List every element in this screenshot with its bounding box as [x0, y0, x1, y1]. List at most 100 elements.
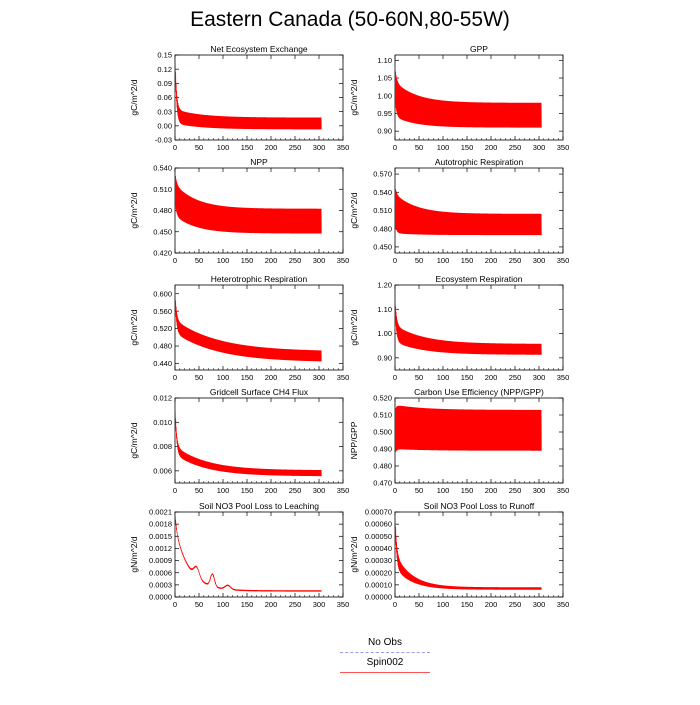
- x-tick-label: 150: [461, 256, 474, 265]
- y-axis-label: gN/m^2/d: [349, 536, 359, 572]
- x-tick-label: 250: [509, 486, 522, 495]
- y-tick-label: 0.510: [373, 411, 392, 420]
- x-tick-label: 100: [217, 486, 230, 495]
- panel-net-ecosystem-exchange: Net Ecosystem Exchange gC/m^2/d 0 50 100 150 2…: [129, 44, 349, 152]
- plot-frame: [174, 397, 344, 484]
- x-tick-label: 100: [217, 143, 230, 152]
- x-tick-label: 150: [461, 143, 474, 152]
- y-tick-label: 0.00030: [365, 556, 392, 565]
- y-axis-label: gC/m^2/d: [129, 79, 139, 115]
- x-tick-label: 0: [173, 373, 177, 382]
- x-tick-label: 50: [415, 486, 423, 495]
- x-tick-label: 100: [437, 486, 450, 495]
- y-tick-label: 0.010: [153, 418, 172, 427]
- legend-line-no-obs: [340, 652, 430, 653]
- y-tick-label: 0.0018: [149, 520, 172, 529]
- y-axis-label: NPP/GPP: [349, 421, 359, 459]
- x-tick-label: 300: [313, 373, 326, 382]
- x-tick-label: 250: [289, 143, 302, 152]
- series-line-spin002: [395, 405, 542, 455]
- x-tick-label: 100: [217, 256, 230, 265]
- x-tick-label: 150: [241, 486, 254, 495]
- x-tick-label: 300: [533, 486, 546, 495]
- y-tick-label: 0.540: [153, 164, 172, 173]
- x-tick-label: 0: [173, 600, 177, 609]
- plot-frame: [394, 284, 564, 371]
- y-tick-label: 0.480: [373, 462, 392, 471]
- y-tick-label: 0.480: [153, 206, 172, 215]
- x-tick-label: 50: [195, 600, 203, 609]
- series-line-spin002: [395, 298, 542, 355]
- x-tick-label: 300: [313, 600, 326, 609]
- x-tick-label: 250: [509, 256, 522, 265]
- y-axis-label: gC/m^2/d: [349, 192, 359, 228]
- y-tick-label: 0.90: [377, 127, 392, 136]
- panel-title: Carbon Use Efficiency (NPP/GPP): [414, 387, 544, 397]
- x-tick-label: 300: [313, 486, 326, 495]
- legend-line-spin002: [340, 672, 430, 673]
- y-tick-label: 0.480: [373, 224, 392, 233]
- y-tick-label: 0.008: [153, 442, 172, 451]
- x-tick-label: 0: [393, 256, 397, 265]
- y-tick-label: 0.560: [153, 307, 172, 316]
- y-tick-label: 0.510: [373, 206, 392, 215]
- x-tick-label: 50: [195, 486, 203, 495]
- y-axis-label: gC/m^2/d: [129, 422, 139, 458]
- plot-frame: [394, 511, 564, 598]
- y-tick-label: 0.0003: [149, 580, 172, 589]
- x-tick-label: 350: [337, 373, 350, 382]
- x-tick-label: 300: [313, 143, 326, 152]
- x-tick-label: 100: [437, 256, 450, 265]
- x-tick-label: 50: [415, 143, 423, 152]
- y-axis-label: gC/m^2/d: [129, 192, 139, 228]
- x-tick-label: 350: [337, 256, 350, 265]
- x-tick-label: 100: [437, 143, 450, 152]
- y-tick-label: 0.420: [153, 249, 172, 258]
- legend-label-no-obs: No Obs: [368, 637, 402, 648]
- legend: No Obs Spin002: [340, 637, 430, 677]
- x-tick-label: 200: [485, 373, 498, 382]
- y-tick-label: 1.00: [377, 91, 392, 100]
- x-tick-label: 300: [533, 373, 546, 382]
- y-tick-label: 0.006: [153, 466, 172, 475]
- y-tick-label: 0.09: [157, 79, 172, 88]
- panel-title: Ecosystem Respiration: [436, 274, 523, 284]
- x-tick-label: 350: [557, 373, 570, 382]
- panel-ecosystem-respiration: Ecosystem Respiration gC/m^2/d 0 50 100 150 20…: [349, 274, 569, 382]
- y-axis-label: gC/m^2/d: [349, 309, 359, 345]
- x-tick-label: 300: [533, 600, 546, 609]
- y-tick-label: 0.0015: [149, 532, 172, 541]
- x-tick-label: 300: [533, 143, 546, 152]
- y-tick-label: 0.480: [153, 342, 172, 351]
- y-tick-label: 0.012: [153, 394, 172, 403]
- y-tick-label: 0.500: [373, 428, 392, 437]
- x-tick-label: 200: [265, 143, 278, 152]
- x-tick-label: 150: [461, 486, 474, 495]
- x-tick-label: 350: [557, 256, 570, 265]
- x-tick-label: 350: [557, 600, 570, 609]
- x-tick-label: 50: [195, 143, 203, 152]
- x-tick-label: 0: [393, 486, 397, 495]
- panel-gpp: GPP gC/m^2/d 0 50 100 150 200 250 300 350 0.90 0.95…: [349, 44, 569, 152]
- x-tick-label: 50: [415, 373, 423, 382]
- x-tick-label: 0: [173, 256, 177, 265]
- y-tick-label: 0.95: [377, 109, 392, 118]
- x-tick-label: 250: [509, 373, 522, 382]
- y-tick-label: 0.450: [373, 243, 392, 252]
- panel-soil-no3-pool-loss-to-leaching: Soil NO3 Pool Loss to Leaching gN/m^2/d 0 5…: [129, 501, 349, 609]
- y-tick-label: 0.90: [377, 353, 392, 362]
- y-tick-label: 0.450: [153, 227, 172, 236]
- x-tick-label: 100: [217, 600, 230, 609]
- x-tick-label: 100: [217, 373, 230, 382]
- x-tick-label: 150: [241, 143, 254, 152]
- x-tick-label: 150: [241, 600, 254, 609]
- panel-title: Soil NO3 Pool Loss to Runoff: [424, 501, 535, 511]
- x-tick-label: 350: [337, 486, 350, 495]
- y-axis-label: gC/m^2/d: [129, 309, 139, 345]
- series-line-spin002: [175, 172, 322, 234]
- x-tick-label: 100: [437, 373, 450, 382]
- x-tick-label: 350: [337, 143, 350, 152]
- x-tick-label: 0: [393, 143, 397, 152]
- x-tick-label: 200: [485, 143, 498, 152]
- x-tick-label: 200: [265, 600, 278, 609]
